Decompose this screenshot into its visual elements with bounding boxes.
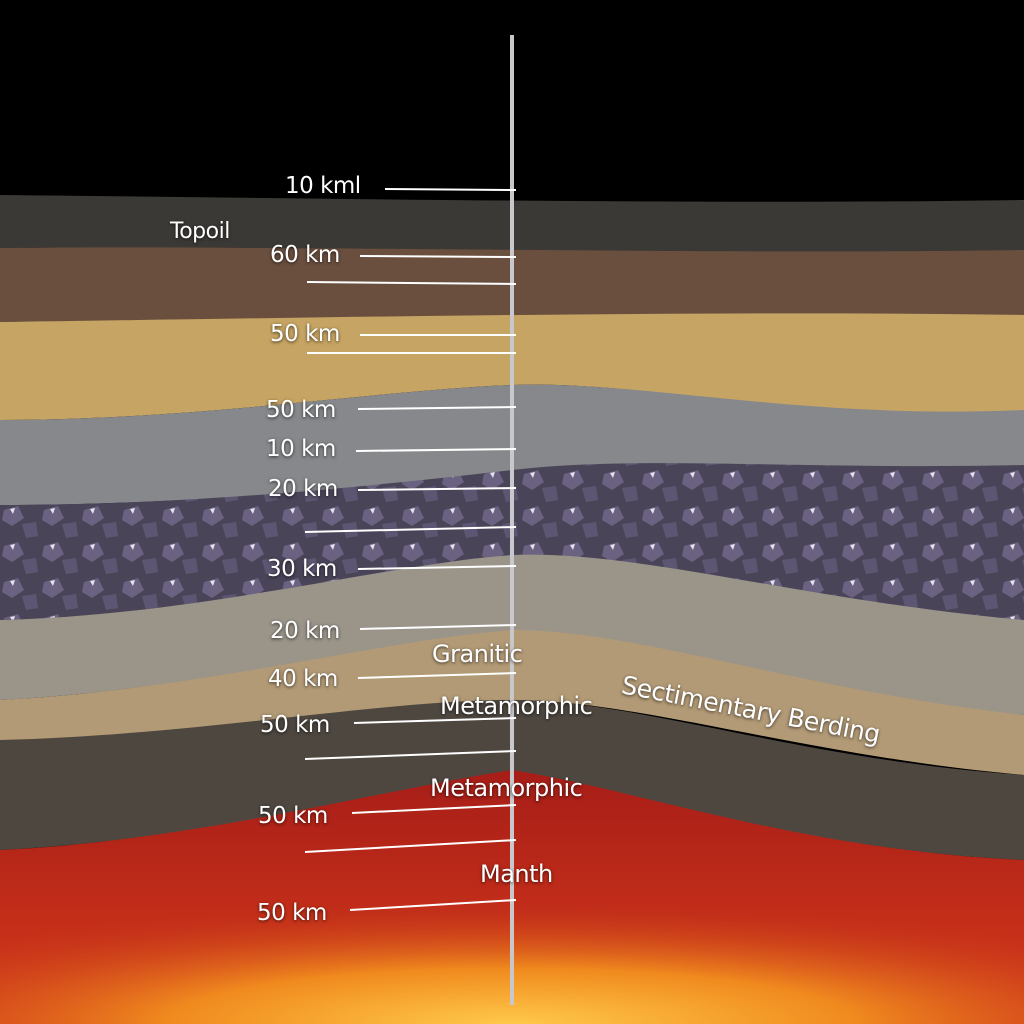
tick-line xyxy=(306,281,517,285)
depth-label: 30 km xyxy=(267,556,337,582)
depth-label: 50 km xyxy=(266,397,336,423)
tick-line xyxy=(304,839,517,853)
layer-label-granitic: Granitic xyxy=(432,640,523,668)
depth-label: 20 km xyxy=(268,476,338,502)
tick-line xyxy=(357,406,517,410)
depth-label: 10 km xyxy=(266,436,336,462)
tick-line xyxy=(351,804,517,814)
depth-tick-lines xyxy=(304,188,517,911)
depth-label: 10 kml xyxy=(285,173,361,199)
tick-line xyxy=(359,624,517,630)
tick-line xyxy=(384,188,517,191)
tick-line xyxy=(357,565,517,570)
tick-line xyxy=(304,750,517,760)
tick-line xyxy=(357,487,517,491)
depth-label: 60 km xyxy=(270,242,340,268)
depth-label: 50 km xyxy=(260,712,330,738)
tick-line xyxy=(353,717,517,724)
layer-label-mantle: Manth xyxy=(480,860,553,888)
depth-label: 50 km xyxy=(270,321,340,347)
depth-label: 40 km xyxy=(268,666,338,692)
tick-line xyxy=(357,672,517,679)
depth-label: 20 km xyxy=(270,618,340,644)
tick-line xyxy=(349,899,517,911)
tick-line xyxy=(304,526,517,533)
tick-line xyxy=(359,255,517,258)
depth-label: 50 km xyxy=(257,900,327,926)
layer-label-metamorphic: Metamorphic xyxy=(440,692,593,720)
layer-label-metamorphic: Metamorphic xyxy=(430,774,583,802)
layer-label-topsoil: Topoil xyxy=(170,219,230,244)
depth-label: 50 km xyxy=(258,803,328,829)
tick-line xyxy=(355,448,517,452)
